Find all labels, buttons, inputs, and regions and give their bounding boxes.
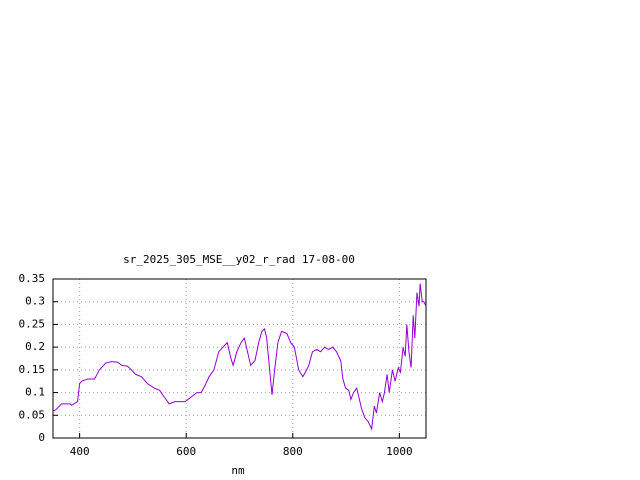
- x-axis-label: nm: [231, 464, 245, 477]
- chart-title: sr_2025_305_MSE__y02_r_rad 17-08-00: [123, 253, 355, 266]
- y-tick-label: 0.15: [19, 363, 46, 376]
- x-tick-label: 1000: [386, 445, 413, 458]
- y-tick-label: 0.2: [25, 340, 45, 353]
- data-line: [52, 283, 427, 431]
- x-tick-label: 600: [176, 445, 196, 458]
- y-tick-label: 0.35: [19, 272, 46, 285]
- y-tick-label: 0.05: [19, 408, 46, 421]
- y-tick-label: 0.3: [25, 295, 45, 308]
- x-tick-label: 400: [70, 445, 90, 458]
- y-tick-label: 0.1: [25, 386, 45, 399]
- plot-border: [52, 278, 427, 439]
- y-tick-label: 0.25: [19, 317, 46, 330]
- x-tick-label: 800: [283, 445, 303, 458]
- y-tick-label: 0: [38, 431, 45, 444]
